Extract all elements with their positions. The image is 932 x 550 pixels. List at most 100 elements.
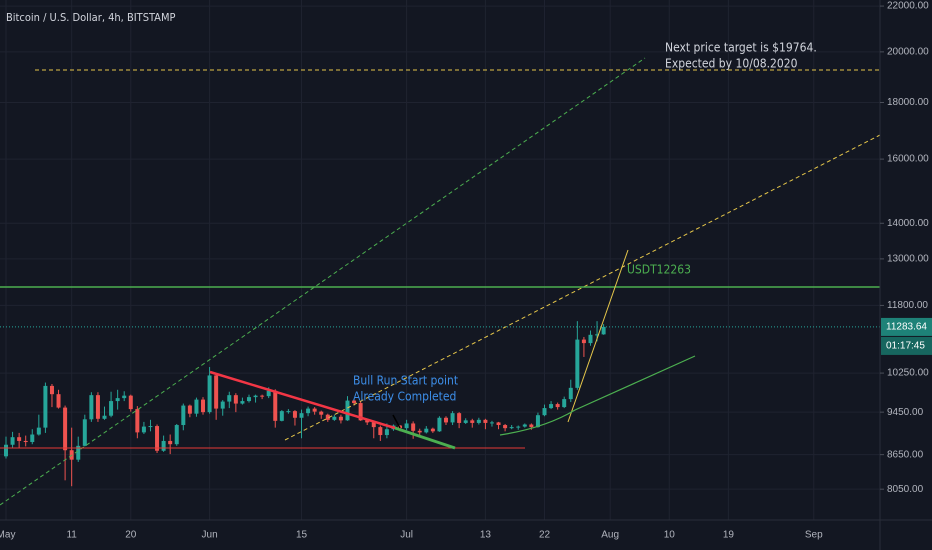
candle-body [404,423,409,429]
candle-body [463,420,468,423]
x-tick-label: 20 [125,530,137,541]
candle-body [588,334,593,344]
candle-body [187,405,192,414]
candle-body [148,426,153,428]
candle-body [109,401,114,416]
candle-body [122,395,127,399]
annotation: Next price target is $19764. [665,41,817,55]
candle-body [319,411,324,415]
candle-body [299,413,304,418]
candle-body [509,427,514,429]
candle-body [542,408,547,416]
x-tick-label: May [0,530,15,541]
candle-body [161,440,166,451]
annotation: Expected by 10/08.2020 [665,57,798,71]
candle-body [450,413,455,423]
candle-body [332,416,337,420]
candle-body [365,420,370,423]
candle-body [10,437,15,445]
candle-body [568,387,573,400]
candle-body [601,326,606,335]
candle-body [246,397,251,402]
candle-body [286,411,291,413]
x-tick-label: Sep [805,530,823,541]
candle-body [384,429,389,436]
resistance-line [209,370,396,430]
candle-body [312,408,317,412]
annotation: Already Completed [353,390,456,404]
candle-body [227,395,232,402]
candle-body [345,400,350,421]
y-tick-label: 22000.00 [887,1,929,12]
trend-line [499,355,696,436]
candle-body [174,425,179,445]
candle-body [489,422,494,424]
candle-body [292,411,297,418]
x-tick-label: Aug [601,530,619,541]
candle-body [371,422,376,428]
x-tick-label: 11 [66,530,77,541]
y-tick-label: 10250.00 [887,368,929,379]
candle-body [575,339,580,388]
y-tick-label: 16000.00 [887,154,929,165]
candle-body [214,375,219,409]
candle-body [89,395,94,420]
candle-body [30,434,35,443]
candle-body [338,416,343,421]
x-tick-label: 13 [480,530,492,541]
candle-body [155,426,160,451]
candle-body [63,407,68,451]
candle-body [220,401,225,409]
x-tick-label: 19 [723,530,735,541]
candle-body [76,445,81,460]
candle-body [128,395,133,410]
candle-body [516,426,521,428]
candles [0,321,880,487]
candle-body [49,385,54,395]
candle-body [273,390,278,421]
x-tick-label: 15 [296,530,308,541]
x-tick-label: 22 [539,530,551,541]
candle-body [17,437,22,441]
trend-line [567,249,629,423]
candle-body [181,405,186,426]
candle-body [581,339,586,344]
candle-body [483,419,488,423]
candle-body [437,417,442,432]
candle-body [240,401,245,404]
candle-body [496,422,501,426]
countdown: 01:17:45 [886,341,925,352]
candle-body [168,440,173,445]
candle-body [430,428,435,432]
candle-body [411,423,416,431]
candle-body [503,425,508,429]
y-tick-label: 9450.00 [887,407,924,418]
countdown-box [881,336,932,355]
grid [0,0,880,520]
candle-body [325,414,330,420]
candle-body [279,411,284,421]
candle-body [562,399,567,408]
price-label: 11283.64 [886,322,927,333]
candle-body [522,424,527,427]
candle-body [549,404,554,409]
candle-body [266,390,271,397]
x-tick-label: Jul [400,530,413,541]
candle-body [595,334,600,336]
candle-body [424,428,429,433]
candle-body [43,385,48,428]
candle-body [352,400,357,404]
candle-body [135,409,140,433]
candle-body [529,424,534,428]
candle-body [4,444,8,457]
candle-body [56,394,61,408]
candle-body [194,399,199,414]
x-tick-label: 10 [664,530,676,541]
candle-body [115,398,120,402]
candle-body [417,430,422,433]
candle-body [555,404,560,408]
candle-body [470,420,475,423]
